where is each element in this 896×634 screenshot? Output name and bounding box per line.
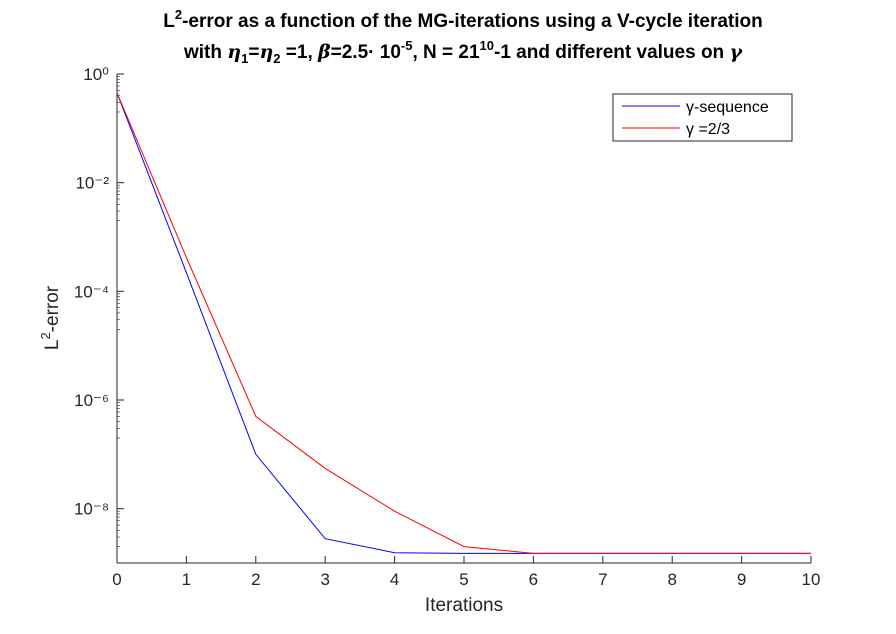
y-tick-label: 10⁻⁴ [74, 282, 109, 301]
x-tick-label: 0 [112, 570, 121, 589]
svg-text:L2-error: L2-error [38, 285, 63, 350]
y-ticks: 10⁰ 10⁻² 10⁻⁴ 10⁻⁶ 10⁻⁸ [74, 65, 124, 547]
legend-box [612, 93, 793, 142]
legend-label-gamma-sequence: γ-sequence [686, 99, 769, 116]
series-layer [116, 92, 811, 554]
x-tick-label: 5 [459, 570, 468, 589]
chart-title-line2: with η1=η2 =1, β=2.5· 10-5, N = 2110-1 a… [183, 38, 743, 66]
x-tick-label: 1 [182, 570, 191, 589]
y-tick-label: 10⁻⁶ [74, 391, 109, 410]
y-tick-label: 10⁻² [75, 174, 109, 193]
x-axis-label: Iterations [425, 595, 503, 616]
x-tick-label: 7 [598, 570, 607, 589]
x-tick-label: 6 [529, 570, 538, 589]
y-tick-label: 10⁻⁸ [74, 500, 109, 519]
x-tick-label: 4 [390, 570, 399, 589]
chart-title-line1: L2-error as a function of the MG-iterati… [163, 7, 763, 32]
y-tick-label: 10⁰ [83, 65, 109, 84]
y-axis-label: L2-error [38, 285, 63, 350]
legend: γ-sequence γ =2/3 [612, 93, 793, 142]
x-tick-label: 3 [320, 570, 329, 589]
x-tick-label: 9 [737, 570, 746, 589]
series-line-0 [116, 92, 811, 554]
x-ticks: 0 1 2 3 4 5 6 7 8 9 10 [112, 556, 820, 589]
x-tick-label: 8 [667, 570, 676, 589]
series-line-1 [116, 92, 811, 554]
plot-area [116, 74, 811, 564]
x-tick-label: 2 [251, 570, 260, 589]
legend-label-gamma-two-thirds: γ =2/3 [686, 121, 730, 138]
x-tick-label: 10 [802, 570, 821, 589]
